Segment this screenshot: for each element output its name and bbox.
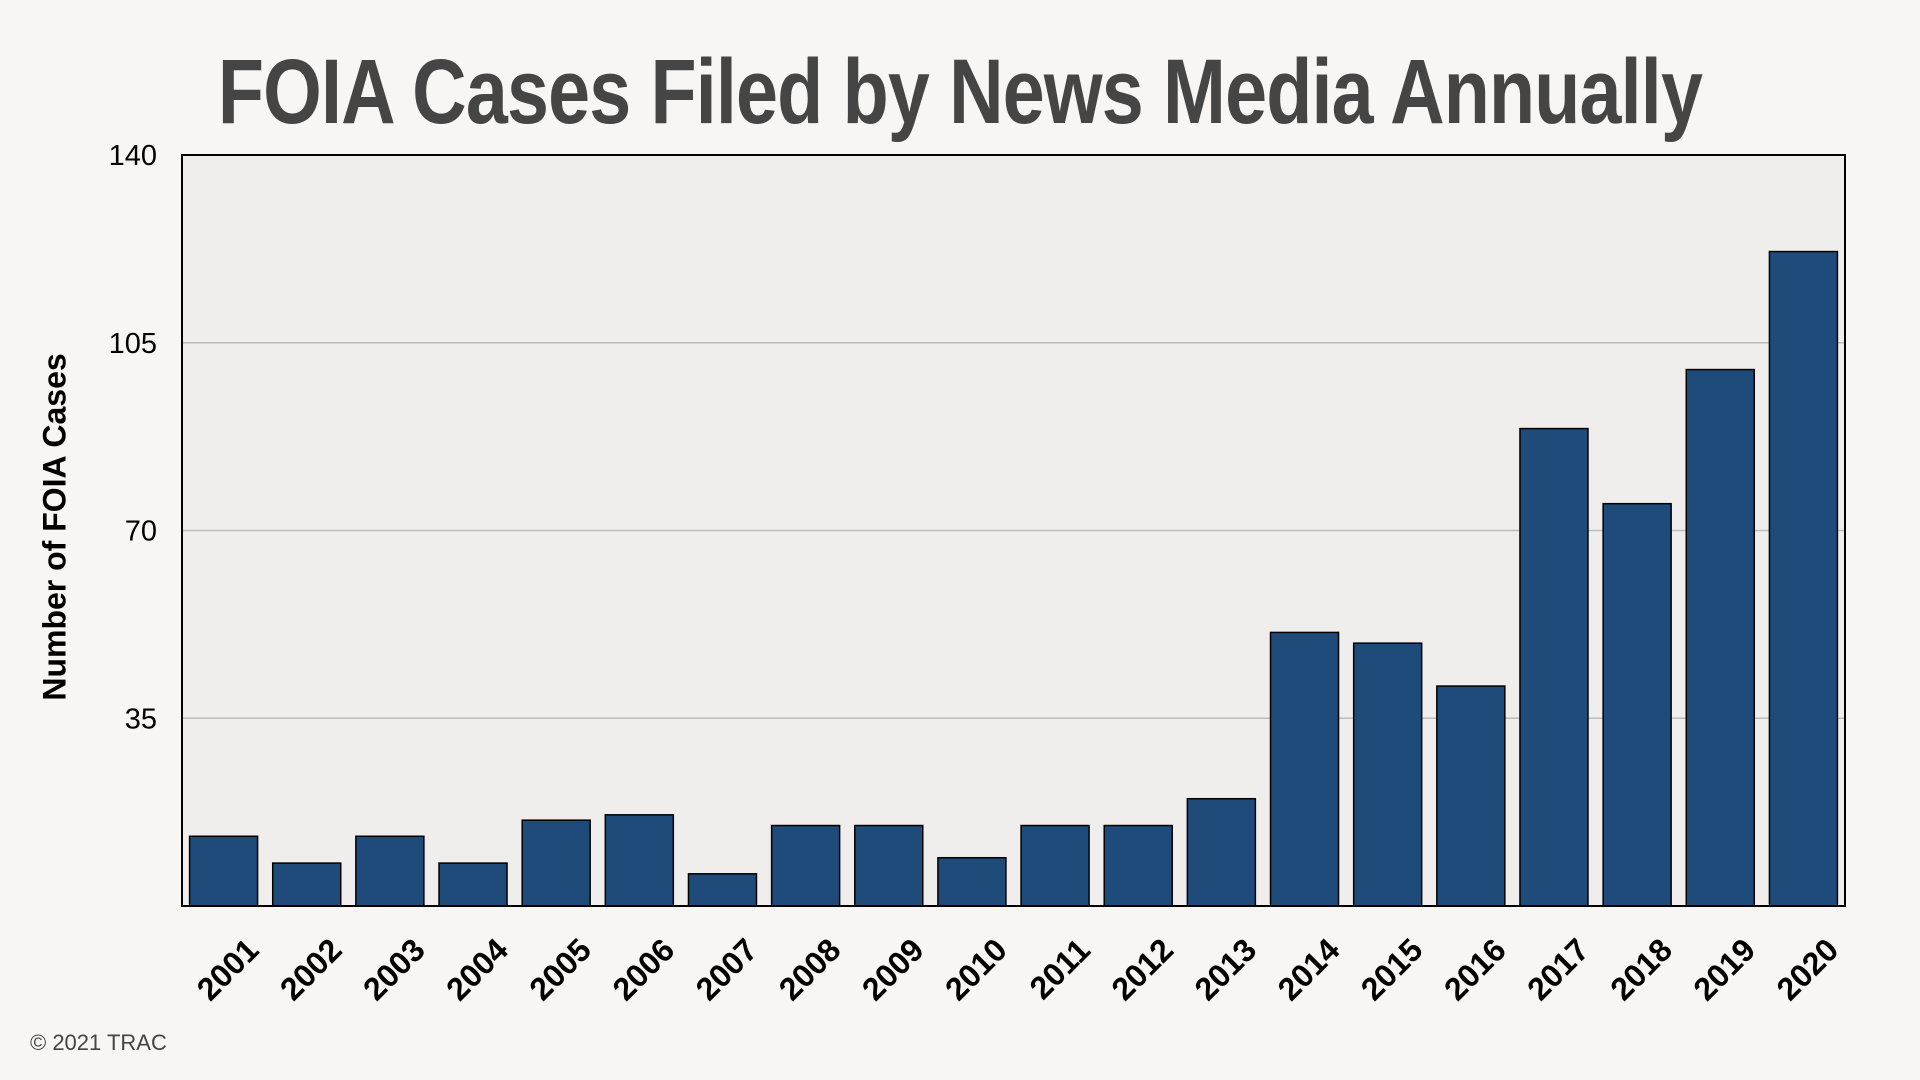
bar: [1602, 502, 1672, 907]
x-tick-label: 2004: [439, 931, 515, 1007]
x-tick-label: 2017: [1520, 931, 1596, 1007]
bar: [1103, 824, 1173, 907]
bar: [1186, 797, 1257, 907]
y-tick-label: 35: [125, 703, 157, 735]
bar: [271, 862, 342, 907]
y-tick-label: 105: [109, 328, 157, 360]
x-tick-label: 2010: [938, 931, 1014, 1007]
bar: [521, 819, 591, 907]
x-tick-label: 2014: [1271, 931, 1347, 1007]
plot-border: [181, 154, 1846, 907]
x-tick-label: 2011: [1022, 931, 1097, 1006]
bar: [1768, 250, 1839, 907]
bar: [1685, 368, 1756, 907]
bar: [438, 862, 508, 907]
bar: [1020, 824, 1090, 907]
x-tick-label: 2007: [689, 931, 765, 1007]
x-tick-label: 2002: [273, 931, 349, 1007]
x-tick-label: 2013: [1188, 931, 1264, 1007]
x-tick-label: 2015: [1354, 931, 1430, 1007]
bar: [1352, 642, 1423, 907]
bar: [770, 824, 841, 907]
x-tick-label: 2009: [855, 931, 931, 1007]
bar: [188, 835, 259, 907]
bar: [1269, 631, 1340, 907]
y-tick-label: 70: [125, 516, 157, 548]
bar: [1519, 427, 1589, 907]
x-tick-label: 2012: [1104, 931, 1180, 1007]
bar: [355, 835, 425, 907]
x-tick-label: 2006: [605, 931, 681, 1007]
x-tick-label: 2008: [772, 931, 848, 1007]
x-tick-label: 2003: [356, 931, 432, 1007]
bar: [604, 814, 675, 907]
y-tick-label: 140: [109, 140, 157, 172]
copyright-text: © 2021 TRAC: [30, 1030, 167, 1055]
x-tick-label: 2019: [1686, 931, 1762, 1007]
bar: [937, 856, 1007, 907]
x-tick-label: 2016: [1437, 931, 1513, 1007]
bar: [854, 824, 924, 907]
x-tick-label: 2005: [522, 931, 598, 1007]
x-tick-label: 2018: [1603, 931, 1679, 1007]
bar: [1436, 685, 1506, 907]
x-tick-label: 2020: [1770, 931, 1846, 1007]
x-tick-label: 2001: [190, 931, 266, 1007]
chart-title: FOIA Cases Filed by News Media Annually: [217, 41, 1703, 143]
bar: [687, 873, 758, 907]
